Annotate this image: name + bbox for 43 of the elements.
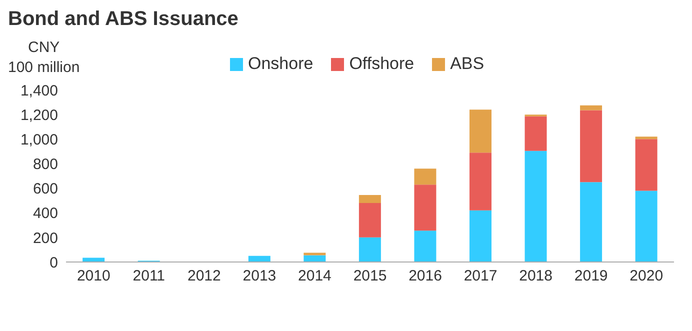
y-tick-label: 0 [50,254,58,272]
chart-title: Bond and ABS Issuance [8,8,238,31]
bar [358,203,381,238]
x-tick-label: 2020 [630,268,664,285]
x-tick-label: 2010 [76,268,110,285]
bar [469,110,492,153]
x-tick-label: 2019 [574,268,608,285]
x-tick-label: 2018 [519,268,553,285]
bar [635,190,658,262]
y-tick-label: 600 [32,180,58,198]
bar [414,168,436,185]
x-tick-label: 2017 [464,268,498,285]
x-tick-label: 2014 [298,268,332,285]
bar [524,116,547,151]
bar [358,195,381,204]
x-tick-label: 2013 [242,268,276,285]
bar [414,184,436,231]
legend-label: ABS [450,54,484,74]
bar [635,139,658,191]
bar [635,136,658,140]
y-tick-label: 1,400 [20,82,58,100]
x-tick-label: 2015 [353,268,387,285]
y-tick-label: 1,200 [20,106,58,124]
x-tick-label: 2016 [408,268,442,285]
bar [580,182,602,262]
y-tick-label: 800 [32,156,58,174]
legend-label: Onshore [248,54,314,74]
y-tick-label: 400 [32,205,58,222]
bar [524,150,547,262]
bar [469,152,492,210]
x-tick-label: 2012 [187,268,221,285]
bar [414,230,436,262]
bar [82,258,105,262]
bar [580,110,602,182]
legend-label: Offshore [349,54,414,74]
y-tick-label: 1,000 [20,131,58,148]
y-tick-label: 200 [32,230,58,247]
bar [304,255,326,262]
y-axis-title: CNY 100 million [8,38,80,78]
bar [469,210,492,262]
bar [358,237,381,262]
x-tick-label: 2011 [132,268,166,285]
bar [580,105,602,110]
